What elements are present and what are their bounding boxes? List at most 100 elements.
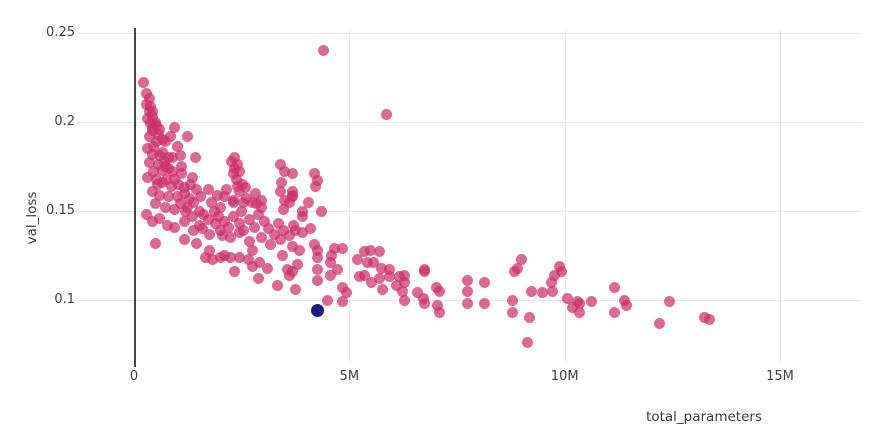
scatter-point[interactable] (292, 258, 304, 270)
scatter-point[interactable] (374, 273, 386, 285)
scatter-point[interactable] (279, 166, 291, 178)
scatter-point[interactable] (290, 225, 302, 237)
scatter-point[interactable] (322, 294, 334, 306)
scatter-point[interactable] (182, 130, 194, 142)
scatter-point[interactable] (154, 212, 166, 224)
scatter-point[interactable] (254, 257, 266, 269)
scatter-point[interactable] (274, 234, 286, 245)
scatter-point[interactable] (207, 253, 219, 265)
scatter-point[interactable] (171, 191, 183, 203)
scatter-point[interactable] (312, 244, 324, 256)
scatter-point[interactable] (574, 307, 586, 318)
scatter-point[interactable] (228, 194, 240, 206)
scatter-point[interactable] (284, 196, 296, 208)
scatter-point[interactable] (311, 251, 323, 263)
scatter-point[interactable] (324, 269, 336, 281)
scatter-point[interactable] (174, 150, 186, 162)
scatter-point[interactable] (567, 301, 579, 313)
scatter-point[interactable] (462, 285, 474, 297)
highlighted-scatter-point[interactable] (310, 304, 324, 318)
scatter-point[interactable] (329, 242, 341, 254)
scatter-point[interactable] (399, 294, 411, 306)
scatter-point[interactable] (286, 189, 298, 201)
scatter-point[interactable] (432, 299, 444, 311)
scatter-point[interactable] (262, 262, 274, 274)
scatter-point[interactable] (276, 177, 288, 188)
scatter-point[interactable] (236, 178, 248, 190)
scatter-point[interactable] (256, 194, 268, 206)
scatter-point[interactable] (462, 298, 474, 310)
scatter-point[interactable] (289, 283, 301, 295)
scatter-point[interactable] (189, 152, 201, 164)
scatter-point[interactable] (524, 312, 536, 324)
scatter-point[interactable] (317, 45, 329, 57)
scatter-point[interactable] (278, 225, 290, 237)
scatter-point[interactable] (190, 184, 202, 196)
scatter-point[interactable] (214, 251, 226, 263)
scatter-point[interactable] (166, 180, 178, 192)
scatter-point[interactable] (264, 239, 276, 251)
scatter-point[interactable] (399, 276, 411, 288)
scatter-point[interactable] (184, 178, 196, 190)
scatter-point[interactable] (240, 193, 252, 204)
scatter-point[interactable] (537, 287, 549, 299)
scatter-point[interactable] (159, 201, 171, 213)
scatter-point[interactable] (144, 157, 156, 169)
scatter-point[interactable] (162, 191, 174, 203)
scatter-point[interactable] (305, 223, 317, 235)
scatter-point[interactable] (507, 294, 519, 306)
scatter-point[interactable] (186, 210, 198, 222)
scatter-point[interactable] (274, 159, 286, 171)
scatter-point[interactable] (246, 244, 258, 256)
scatter-point[interactable] (176, 168, 188, 180)
scatter-point[interactable] (163, 162, 175, 174)
scatter-point[interactable] (397, 285, 409, 297)
scatter-point[interactable] (223, 221, 235, 233)
scatter-point[interactable] (218, 216, 230, 228)
scatter-point[interactable] (169, 121, 181, 133)
scatter-point[interactable] (609, 282, 621, 293)
scatter-point[interactable] (284, 269, 296, 281)
scatter-point[interactable] (197, 223, 209, 235)
scatter-point[interactable] (233, 218, 245, 229)
scatter-point[interactable] (146, 185, 158, 197)
scatter-point[interactable] (208, 205, 220, 217)
scatter-point[interactable] (214, 201, 226, 213)
scatter-point[interactable] (199, 251, 211, 263)
scatter-point[interactable] (243, 214, 255, 226)
scatter-point[interactable] (381, 109, 393, 121)
scatter-point[interactable] (341, 287, 353, 299)
scatter-point[interactable] (522, 337, 534, 349)
scatter-point[interactable] (359, 269, 371, 281)
scatter-point[interactable] (562, 292, 574, 304)
scatter-point[interactable] (512, 262, 524, 274)
scatter-point[interactable] (226, 155, 238, 167)
scatter-point[interactable] (154, 123, 166, 135)
scatter-point[interactable] (621, 299, 633, 311)
scatter-point[interactable] (147, 166, 159, 178)
scatter-point[interactable] (160, 173, 172, 185)
scatter-point[interactable] (164, 130, 176, 142)
scatter-point[interactable] (268, 228, 280, 240)
scatter-point[interactable] (434, 307, 446, 318)
scatter-point[interactable] (195, 191, 207, 203)
scatter-point[interactable] (173, 178, 185, 190)
scatter-point[interactable] (462, 274, 474, 286)
scatter-point[interactable] (294, 244, 306, 256)
scatter-point[interactable] (167, 152, 179, 164)
scatter-point[interactable] (158, 155, 170, 167)
scatter-point[interactable] (154, 189, 166, 201)
scatter-point[interactable] (479, 298, 491, 310)
scatter-point[interactable] (244, 235, 256, 247)
scatter-point[interactable] (221, 184, 233, 196)
scatter-point[interactable] (296, 226, 308, 238)
scatter-point[interactable] (146, 216, 158, 228)
scatter-point[interactable] (236, 205, 248, 217)
scatter-point[interactable] (159, 136, 171, 148)
scatter-point[interactable] (168, 173, 180, 185)
scatter-point[interactable] (211, 189, 223, 201)
scatter-point[interactable] (526, 285, 537, 297)
scatter-point[interactable] (336, 242, 348, 254)
scatter-point[interactable] (664, 296, 676, 308)
scatter-point[interactable] (234, 251, 246, 263)
